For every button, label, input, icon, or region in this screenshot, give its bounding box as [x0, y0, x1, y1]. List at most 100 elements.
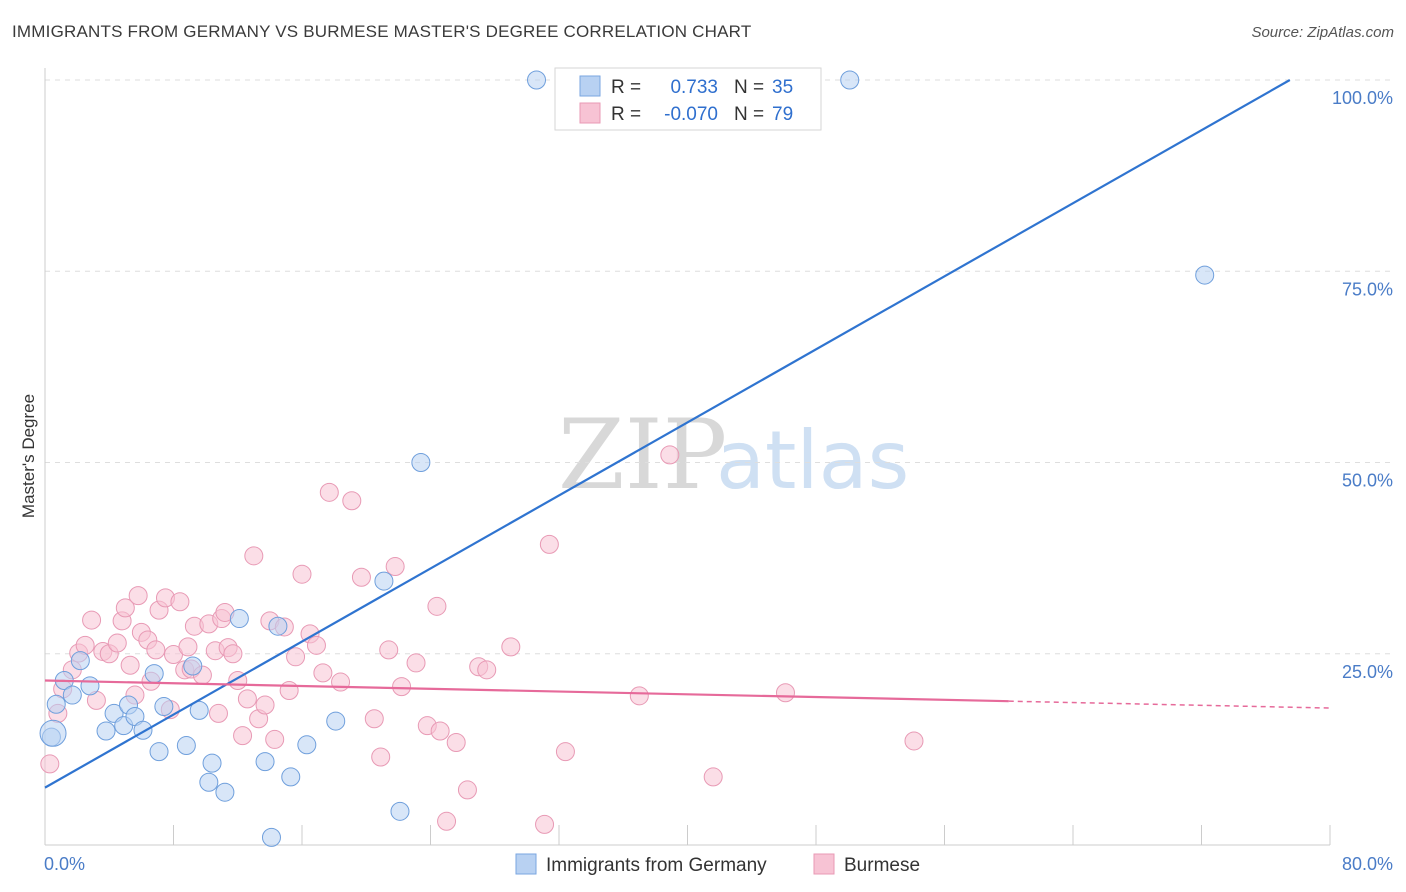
burmese-point-69: [501, 637, 521, 657]
trend-line-germany: [44, 79, 1291, 789]
legend: R = 0.733 N = 35 R = -0.070 N = 79: [554, 67, 822, 131]
burmese-point-10: [107, 633, 127, 653]
burmese-point-75: [703, 767, 723, 787]
y-tick-label-2: 75.0%: [1342, 279, 1393, 299]
germany-point-30: [411, 453, 431, 472]
germany-point-22: [255, 752, 275, 772]
burmese-point-25: [178, 637, 198, 657]
burmese-point-64: [437, 811, 457, 831]
burmese-point-18: [146, 640, 166, 660]
source-label: Source: ZipAtlas.com: [1251, 24, 1394, 41]
germany-point-27: [326, 711, 346, 731]
germany-point-29: [390, 801, 410, 821]
legend-n-label-germany: N =: [734, 77, 764, 98]
burmese-point-31: [208, 703, 228, 723]
germany-point-1: [46, 694, 66, 714]
germany-point-28: [374, 571, 394, 591]
burmese-point-6: [82, 610, 102, 630]
burmese-point-62: [427, 596, 447, 616]
trend-lines: [44, 79, 1331, 789]
burmese-point-23: [170, 592, 190, 612]
burmese-point-35: [223, 644, 243, 664]
burmese-point-0: [40, 754, 60, 774]
y-tick-labels: 25.0% 50.0% 75.0% 100.0%: [1332, 88, 1393, 682]
burmese-point-63: [430, 721, 450, 741]
chart-title: IMMIGRANTS FROM GERMANY VS BURMESE MASTE…: [12, 22, 752, 41]
germany-point-32: [840, 70, 860, 90]
burmese-point-71: [539, 534, 559, 554]
germany-point-16: [183, 656, 203, 676]
germany-point-15: [176, 736, 196, 756]
burmese-point-37: [233, 726, 253, 746]
burmese-point-74: [660, 445, 680, 465]
gridlines: [45, 79, 1393, 655]
legend-n-value-germany: 35: [772, 77, 793, 98]
germany-point-24: [268, 616, 288, 636]
burmese-point-47: [292, 564, 312, 584]
germany-point-6: [96, 721, 116, 741]
y-axis-title: Master's Degree: [19, 394, 38, 518]
watermark-zip: ZIP: [558, 399, 727, 511]
y-tick-label-1: 50.0%: [1342, 471, 1393, 491]
x-tick-label-min: 0.0%: [44, 854, 85, 874]
burmese-point-60: [406, 653, 426, 673]
burmese-point-45: [279, 680, 299, 700]
germany-point-20: [215, 782, 235, 802]
germany-point-17: [189, 700, 209, 720]
burmese-point-56: [371, 747, 391, 767]
burmese-point-46: [286, 647, 306, 667]
germany-point-14: [154, 697, 174, 717]
germany-point-12: [144, 664, 164, 684]
burmese-point-39: [244, 546, 264, 566]
burmese-point-57: [379, 640, 399, 660]
germany-point-33: [1195, 265, 1215, 285]
bottom-legend-swatch-burmese: [813, 853, 835, 875]
y-tick-label-3: 100.0%: [1332, 88, 1393, 108]
x-axis-ticks: [44, 825, 1331, 845]
legend-r-value-germany: 0.733: [670, 77, 718, 98]
legend-r-label-germany: R =: [611, 77, 641, 98]
burmese-point-73: [629, 686, 649, 706]
burmese-point-70: [535, 814, 555, 834]
germany-point-3: [62, 685, 82, 705]
germany-point-19: [202, 753, 222, 773]
germany-point-21: [229, 609, 249, 629]
burmese-point-65: [446, 732, 466, 752]
germany-point-25: [281, 767, 301, 787]
watermark-atlas: atlas: [716, 414, 909, 507]
burmese-point-51: [319, 482, 339, 502]
burmese-point-78: [128, 586, 148, 606]
burmese-point-58: [385, 557, 405, 577]
legend-swatch-germany: [579, 75, 601, 97]
y-tick-label-0: 25.0%: [1342, 662, 1393, 682]
burmese-point-72: [555, 742, 575, 762]
bottom-legend-label-burmese: Burmese: [844, 855, 920, 876]
burmese-point-76: [775, 683, 795, 703]
burmese-point-13: [120, 655, 140, 675]
burmese-point-49: [306, 635, 326, 655]
burmese-point-41: [255, 695, 275, 715]
germany-point-18: [199, 772, 219, 792]
burmese-point-38: [237, 689, 257, 709]
burmese-point-43: [265, 729, 285, 749]
trend-line-burmese: [44, 679, 1009, 703]
bottom-legend-label-germany: Immigrants from Germany: [546, 855, 767, 876]
germany-point-13: [149, 742, 169, 762]
burmese-point-50: [313, 663, 333, 683]
burmese-point-55: [364, 709, 384, 729]
legend-r-value-burmese: -0.070: [664, 104, 718, 125]
legend-n-value-burmese: 79: [772, 104, 793, 125]
germany-point-34: [39, 719, 67, 747]
legend-n-label-burmese: N =: [734, 104, 764, 125]
germany-point-23: [261, 827, 281, 847]
burmese-point-54: [351, 567, 371, 587]
burmese-point-12: [115, 598, 135, 618]
germany-point-26: [297, 735, 317, 755]
trend-line-burmese-extension: [1008, 700, 1331, 709]
burmese-point-53: [342, 491, 362, 511]
burmese-point-52: [331, 672, 351, 692]
x-tick-label-max: 80.0%: [1342, 854, 1393, 874]
burmese-point-68: [477, 660, 497, 680]
bottom-legend-swatch-germany: [515, 853, 537, 875]
